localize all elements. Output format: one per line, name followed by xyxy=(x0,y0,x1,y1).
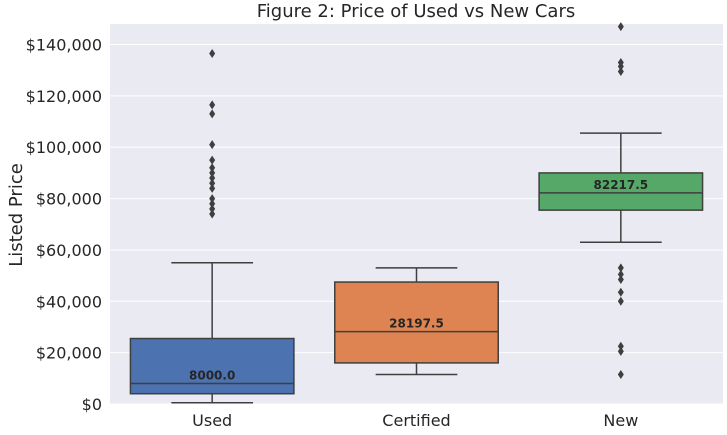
boxes: 8000.0 28197.5 82217.5 xyxy=(129,22,704,404)
outlier-point xyxy=(209,49,216,59)
outlier-point xyxy=(209,199,216,209)
box-body xyxy=(334,281,499,364)
y-tick-label: $140,000 xyxy=(26,36,102,55)
outlier-point xyxy=(209,173,216,183)
x-tick-label: Certified xyxy=(382,411,450,430)
outlier-point xyxy=(209,183,216,193)
outlier-point xyxy=(617,296,624,306)
outlier-point xyxy=(617,263,624,273)
outlier-point xyxy=(209,168,216,178)
chart-title: Figure 2: Price of Used vs New Cars xyxy=(257,1,576,22)
outlier-point xyxy=(209,194,216,204)
outlier-point xyxy=(617,287,624,297)
outlier-point xyxy=(209,109,216,119)
outlier-point xyxy=(617,369,624,379)
outlier-point xyxy=(617,61,624,71)
box-used: 8000.0 xyxy=(129,49,295,404)
outlier-point xyxy=(209,140,216,150)
outlier-point xyxy=(209,178,216,188)
x-tick-label: New xyxy=(603,411,638,430)
x-tick-label: Used xyxy=(192,411,232,430)
outlier-point xyxy=(209,100,216,110)
y-tick-label: $40,000 xyxy=(36,292,102,311)
outlier-point xyxy=(209,209,216,219)
median-label: 82217.5 xyxy=(594,178,649,192)
box-new: 82217.5 xyxy=(538,22,704,379)
x-axis-ticks: Used Certified New xyxy=(192,411,638,430)
y-tick-label: $20,000 xyxy=(36,344,102,363)
outlier-point xyxy=(617,346,624,356)
outlier-point xyxy=(209,155,216,165)
outlier-point xyxy=(617,22,624,32)
box-certified: 28197.5 xyxy=(334,267,499,376)
y-tick-label: $80,000 xyxy=(36,190,102,209)
box-body xyxy=(538,172,704,211)
outlier-point xyxy=(209,163,216,173)
median-label: 28197.5 xyxy=(389,317,444,331)
y-tick-label: $60,000 xyxy=(36,241,102,260)
outlier-point xyxy=(617,269,624,279)
y-axis-label: Listed Price xyxy=(6,163,27,267)
outlier-point xyxy=(617,341,624,351)
y-axis-ticks: $0 $20,000 $40,000 $60,000 $80,000 $100,000 $1… xyxy=(26,36,102,414)
y-tick-label: $100,000 xyxy=(26,138,102,157)
y-tick-label: $0 xyxy=(82,395,102,414)
outlier-point xyxy=(617,67,624,76)
box-body xyxy=(129,337,295,395)
outlier-point xyxy=(209,204,216,214)
y-tick-label: $120,000 xyxy=(26,87,102,106)
outlier-point xyxy=(617,274,624,284)
median-label: 8000.0 xyxy=(189,368,235,382)
